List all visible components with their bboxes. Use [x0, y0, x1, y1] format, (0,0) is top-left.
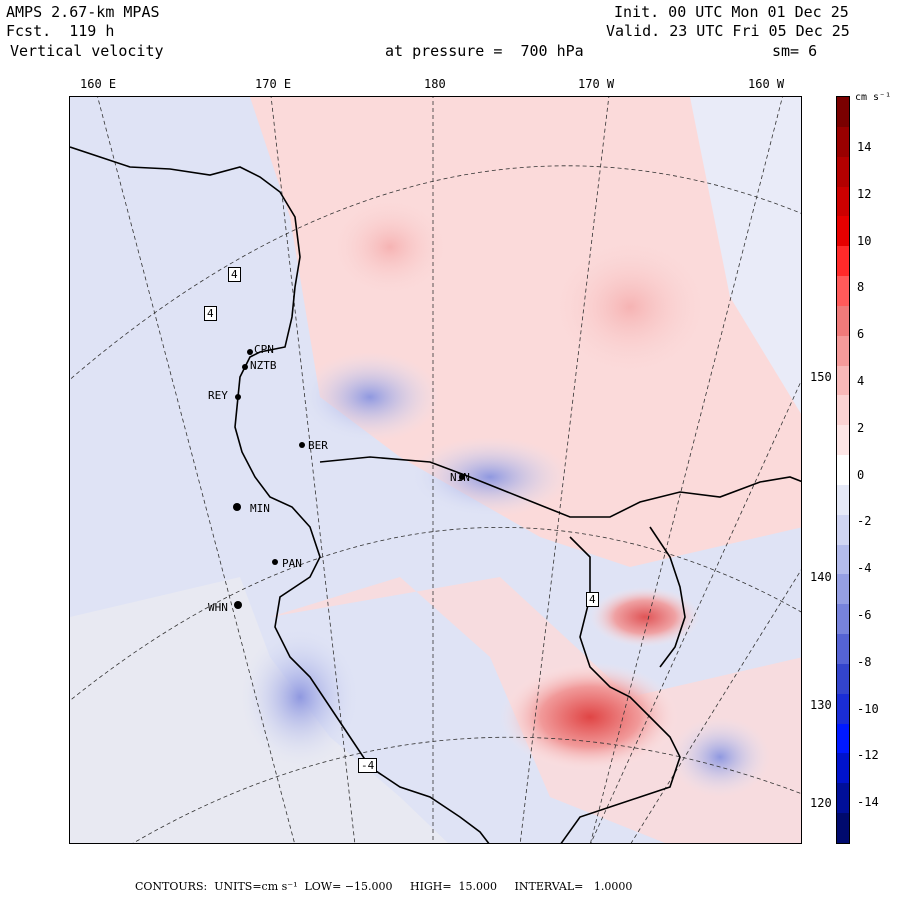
forecast-hour: Fcst. 119 h	[6, 22, 115, 40]
colorbar-tick-label: 0	[857, 467, 865, 482]
lon-label-160w: 160 W	[748, 77, 785, 91]
colorbar-tick-label: -10	[857, 701, 879, 716]
station-label-min: MIN	[250, 502, 270, 515]
colorbar-tick-label: 12	[857, 186, 872, 201]
valid-time: Valid. 23 UTC Fri 05 Dec 25	[606, 22, 850, 40]
colorbar-segment	[837, 97, 849, 128]
colorbar	[836, 96, 850, 844]
colorbar-segment	[837, 574, 849, 605]
contour-label: -4	[358, 758, 378, 773]
colorbar-tick-label: 6	[857, 327, 865, 342]
colorbar-segment	[837, 365, 849, 396]
colorbar-segment	[837, 813, 849, 844]
smoothing: sm= 6	[772, 42, 818, 60]
colorbar-tick-label: -12	[857, 748, 879, 763]
colorbar-segment	[837, 305, 849, 337]
init-time: Init. 00 UTC Mon 01 Dec 25	[614, 3, 849, 21]
colorbar-tick-label: 8	[857, 280, 865, 295]
contour-label: 4	[228, 267, 241, 282]
colorbar-segment	[837, 634, 849, 665]
colorbar-tick-label: 10	[857, 233, 872, 248]
colorbar-segment	[837, 783, 849, 814]
strong-updraft-region	[500, 662, 680, 772]
colorbar-segment	[837, 544, 849, 575]
station-label-nin: NIN	[450, 471, 470, 484]
station-label-pan: PAN	[282, 557, 302, 570]
colorbar-segment	[837, 186, 849, 217]
contour-info: CONTOURS: UNITS=cm s⁻¹ LOW= −15.000 HIGH…	[135, 880, 633, 893]
coastline	[70, 146, 801, 843]
colorbar-segment	[837, 693, 849, 725]
colorbar-segment	[837, 335, 849, 367]
colorbar-tick-label: -2	[857, 514, 872, 529]
station-label-rey: REY	[208, 389, 228, 402]
vertical-velocity-map	[70, 97, 801, 843]
map-panel[interactable]: CPN NZTB REY BER PAN WHN MIN NIN 4 4 -4 …	[69, 96, 802, 844]
colorbar-segment	[837, 753, 849, 784]
colorbar-tick-label: 4	[857, 374, 865, 388]
colorbar-segment	[837, 156, 849, 187]
colorbar-segment	[837, 276, 849, 307]
station-label-nztb: NZTB	[250, 359, 277, 372]
station-label-ber: BER	[308, 439, 328, 452]
colorbar-segment	[837, 246, 849, 277]
lon-label-160e: 160 E	[80, 77, 117, 91]
contour-label: 4	[586, 592, 599, 607]
colorbar-segment	[837, 723, 849, 754]
colorbar-segment	[837, 126, 849, 158]
colorbar-segment	[837, 604, 849, 635]
pressure-level: at pressure = 700 hPa	[385, 42, 584, 60]
colorbar-segment	[837, 514, 849, 546]
colorbar-tick-label: -4	[857, 561, 872, 576]
colorbar-segment	[837, 395, 849, 426]
colorbar-segment	[837, 216, 849, 247]
colorbar-tick-label: 14	[857, 140, 872, 154]
colorbar-tick-label: -8	[857, 654, 872, 669]
station-label-whn: WHN	[208, 601, 228, 614]
colorbar-segment	[837, 484, 849, 516]
lon-label-170e: 170 E	[255, 77, 292, 91]
station-markers	[233, 349, 465, 609]
colorbar-segment	[837, 455, 849, 486]
colorbar-tick-label: -14	[857, 795, 879, 810]
lon-label-170w: 170 W	[578, 77, 615, 91]
colorbar-tick-label: 2	[857, 420, 865, 435]
graticule	[70, 97, 801, 843]
station-label-cpn: CPN	[254, 343, 274, 356]
colorbar-units: cm s⁻¹	[855, 92, 892, 103]
field-name: Vertical velocity	[10, 42, 164, 60]
lon-label-180: 180	[424, 77, 446, 91]
contour-label: 4	[204, 306, 217, 321]
colorbar-tick-label: -6	[857, 608, 872, 622]
colorbar-segment	[837, 663, 849, 695]
model-title: AMPS 2.67-km MPAS	[6, 3, 160, 21]
colorbar-segment	[837, 425, 849, 456]
